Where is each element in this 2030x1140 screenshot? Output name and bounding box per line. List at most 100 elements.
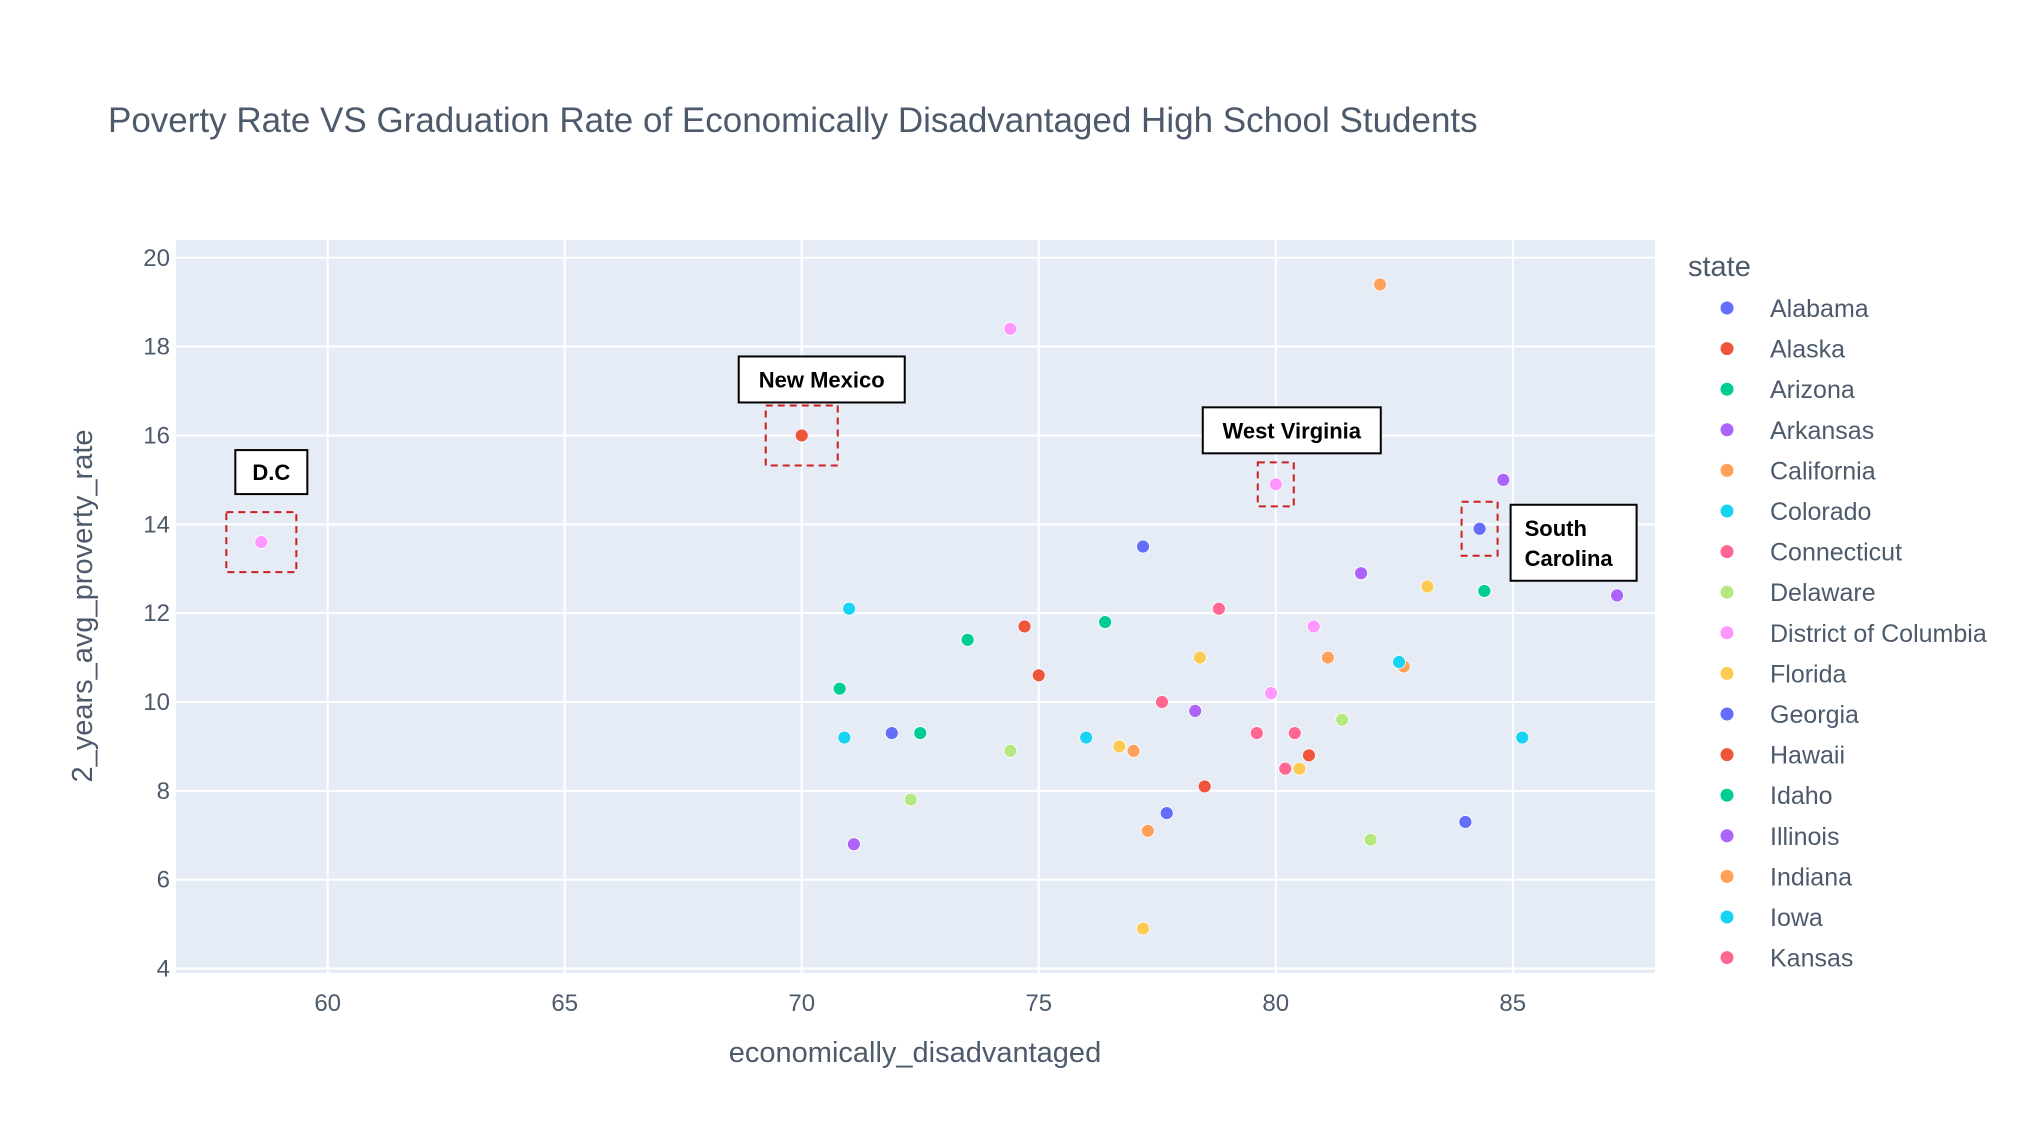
legend-item-label: Arizona [1770, 376, 1855, 404]
data-point [1193, 650, 1207, 665]
y-tick-label: 16 [143, 422, 170, 449]
data-point [1302, 748, 1316, 763]
data-point [1472, 521, 1487, 536]
annotation-label: D.C [252, 460, 290, 485]
annotation-highlight-box [1460, 500, 1499, 557]
data-point [1321, 650, 1335, 665]
annotation-label: Carolina [1525, 546, 1614, 571]
annotation-label: West Virginia [1222, 418, 1361, 443]
plot-area [176, 240, 1655, 973]
x-tick-label: 85 [1499, 990, 1526, 1017]
annotation-label-box [737, 355, 906, 404]
data-point [1392, 655, 1406, 669]
y-axis-tick-labels: 4 6 8 10 12 14 16 18 20 [143, 245, 170, 983]
legend-marker [1720, 829, 1734, 843]
legend-marker [1720, 382, 1734, 396]
y-tick-label: 4 [157, 956, 170, 983]
legend-marker [1720, 463, 1734, 477]
legend-marker [1720, 423, 1734, 437]
legend-item-label: Delaware [1770, 579, 1876, 607]
annotation-highlight-box [764, 404, 839, 467]
annotation-label-box [1509, 503, 1638, 582]
data-point [1354, 566, 1368, 581]
y-axis-label: 2_years_avg_proverty_rate [67, 429, 99, 782]
annotations: D.C New Mexico West Virginia South Carolina [225, 355, 1638, 582]
legend: Alabama Alaska Arizona Arkansas California Co… [1720, 295, 1987, 973]
legend-item-label: Kansas [1770, 945, 1853, 973]
legend-item-label: Georgia [1770, 701, 1859, 729]
data-point [1373, 277, 1387, 292]
data-point [842, 601, 857, 616]
x-tick-label: 75 [1025, 990, 1052, 1017]
annotation-label-box [234, 449, 309, 496]
y-tick-label: 6 [157, 867, 170, 894]
y-tick-label: 8 [157, 778, 170, 805]
data-point [1211, 601, 1226, 616]
data-point [1079, 730, 1094, 745]
data-point [1155, 695, 1169, 709]
annotation-label-box [1201, 406, 1382, 455]
x-tick-label: 65 [551, 990, 578, 1017]
x-tick-label: 60 [314, 990, 341, 1017]
data-point [1197, 779, 1212, 794]
legend-item-label: California [1770, 457, 1876, 485]
annotation-label: South [1525, 516, 1587, 541]
data-point [1458, 815, 1473, 829]
data-point [1610, 588, 1624, 603]
y-tick-label: 12 [143, 600, 170, 627]
data-point [1112, 739, 1127, 754]
legend-marker [1720, 666, 1734, 680]
data-point [1126, 743, 1141, 758]
data-point [903, 792, 918, 807]
data-point [1292, 761, 1307, 776]
legend-item-label: Connecticut [1770, 539, 1902, 567]
data-point [1477, 584, 1492, 598]
data-point [1278, 761, 1293, 776]
data-point [1249, 726, 1264, 741]
data-point [794, 428, 809, 443]
y-tick-label: 18 [143, 334, 170, 361]
legend-item-label: Indiana [1770, 863, 1852, 891]
legend-item-label: Arkansas [1770, 417, 1874, 445]
data-point [1003, 743, 1018, 758]
data-point [1188, 703, 1203, 718]
legend-marker [1720, 342, 1734, 356]
annotation-highlight-box [225, 511, 298, 574]
data-point [1287, 726, 1302, 741]
data-points [254, 277, 1624, 936]
y-tick-label: 20 [143, 245, 170, 272]
legend-item-label: Idaho [1770, 782, 1833, 810]
data-point [846, 837, 861, 852]
data-point [1515, 730, 1530, 745]
legend-item-label: Alabama [1770, 295, 1869, 323]
legend-marker [1720, 869, 1734, 883]
data-point [1306, 619, 1321, 634]
y-tick-label: 10 [143, 689, 170, 716]
data-point [913, 726, 928, 741]
legend-marker [1720, 748, 1734, 762]
annotation-label: New Mexico [759, 367, 885, 392]
legend-marker [1720, 504, 1734, 518]
data-point [1136, 539, 1150, 554]
data-point [1017, 619, 1032, 634]
legend-marker [1720, 545, 1734, 559]
data-point [1031, 668, 1046, 683]
annotation-highlight-box [1256, 461, 1295, 508]
legend-item-label: Iowa [1770, 904, 1823, 932]
data-point [1420, 579, 1435, 594]
legend-title: state [1688, 251, 1751, 283]
legend-item-label: Hawaii [1770, 742, 1845, 770]
data-point [1136, 921, 1150, 936]
grid-lines [176, 240, 1655, 973]
data-point [1159, 806, 1174, 820]
data-point [1098, 615, 1113, 629]
legend-marker [1720, 626, 1734, 640]
data-point [1140, 823, 1155, 838]
data-point [1264, 686, 1278, 701]
x-tick-label: 80 [1262, 990, 1289, 1017]
x-axis-tick-labels: 60 65 70 75 80 85 [314, 990, 1526, 1017]
data-point [884, 726, 899, 741]
data-point [1496, 472, 1511, 487]
legend-marker [1720, 707, 1734, 721]
